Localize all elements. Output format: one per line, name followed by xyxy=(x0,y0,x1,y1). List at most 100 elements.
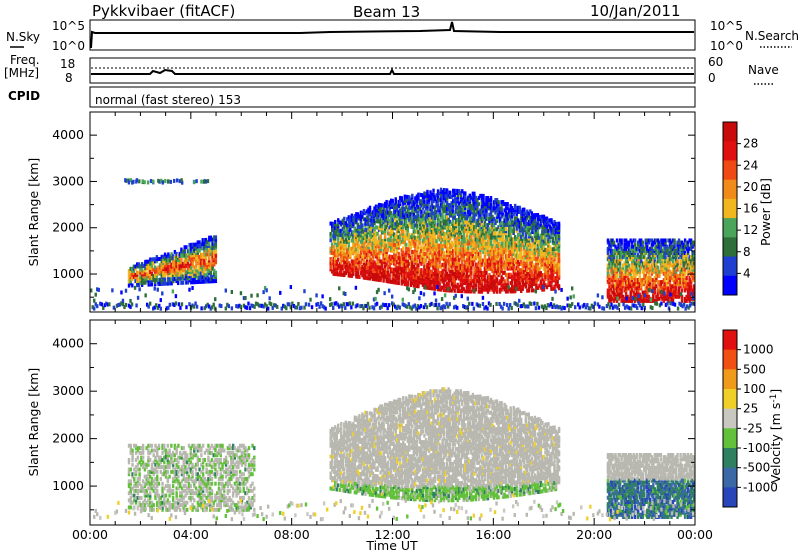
power-cell xyxy=(535,213,538,218)
power-cell xyxy=(462,278,465,283)
power-cell xyxy=(514,270,517,275)
power-cell xyxy=(497,241,500,246)
power-cell xyxy=(644,280,647,285)
power-cell xyxy=(550,220,553,225)
power-cell xyxy=(615,290,619,295)
power-cell xyxy=(643,298,646,303)
power-cell xyxy=(477,212,481,217)
power-cell xyxy=(420,276,423,281)
power-cell xyxy=(492,206,496,211)
power-cell xyxy=(504,241,508,246)
power-cell xyxy=(377,277,381,282)
power-cell xyxy=(554,226,558,231)
power-cell xyxy=(409,197,413,202)
power-cell xyxy=(458,216,461,221)
power-cell xyxy=(535,286,538,291)
power-cell xyxy=(633,267,637,272)
power-cell xyxy=(626,278,629,283)
power-cell xyxy=(423,264,426,269)
power-cell xyxy=(365,234,369,239)
power-cell xyxy=(623,238,626,243)
power-cell xyxy=(467,197,470,202)
power-cell xyxy=(136,283,139,288)
power-cell xyxy=(374,262,378,267)
power-cell xyxy=(453,201,456,206)
power-cell xyxy=(402,265,405,270)
power-cell xyxy=(206,239,209,244)
power-cell xyxy=(147,280,150,285)
power-cell xyxy=(214,245,218,250)
power-cell xyxy=(471,243,475,248)
power-cell xyxy=(394,255,397,260)
power-cell xyxy=(352,240,355,245)
power-cell xyxy=(353,255,357,260)
power-cell xyxy=(402,258,405,263)
power-cell xyxy=(393,261,396,266)
power-cell xyxy=(432,213,435,218)
power-cell xyxy=(468,233,472,238)
power-cell xyxy=(356,226,360,231)
power-cell xyxy=(388,237,391,242)
power-cell xyxy=(485,208,488,213)
power-cell xyxy=(415,219,419,224)
power-cell xyxy=(509,237,512,242)
power-cell xyxy=(352,265,355,270)
power-cell xyxy=(551,268,555,273)
power-cell xyxy=(500,208,503,213)
power-cell xyxy=(544,252,547,257)
power-cell xyxy=(542,254,546,259)
power-cell xyxy=(196,240,200,245)
power-cell xyxy=(426,269,429,274)
power-cell xyxy=(386,271,390,276)
power-cell xyxy=(614,269,617,274)
power-cell xyxy=(458,268,461,273)
power-cell xyxy=(370,241,373,246)
power-cell xyxy=(426,227,429,232)
power-cell xyxy=(343,239,346,244)
power-cell xyxy=(352,215,355,220)
power-cell xyxy=(459,243,462,248)
power-cell xyxy=(609,248,613,253)
power-cell xyxy=(618,282,622,287)
power-cell xyxy=(527,265,531,270)
power-cell xyxy=(524,265,527,270)
power-cell xyxy=(521,255,524,260)
power-cell xyxy=(468,222,472,227)
power-cell xyxy=(545,224,549,229)
power-cell xyxy=(439,287,443,292)
power-cell xyxy=(608,288,611,293)
power-cell xyxy=(480,206,484,211)
power-cell xyxy=(509,272,512,277)
power-cell xyxy=(611,267,614,272)
power-cell xyxy=(393,238,396,243)
power-cell xyxy=(510,247,514,252)
power-cell xyxy=(178,258,182,263)
power-cell xyxy=(201,265,204,270)
power-cell xyxy=(503,241,506,246)
power-cell xyxy=(136,274,139,279)
power-cell xyxy=(512,251,515,256)
power-cell xyxy=(172,270,175,275)
power-cell xyxy=(377,259,381,264)
power-cell xyxy=(612,278,616,283)
power-cell xyxy=(649,253,652,258)
power-cell xyxy=(462,274,465,279)
power-cell xyxy=(492,250,496,255)
power-cell xyxy=(461,249,464,254)
power-cell xyxy=(423,278,426,283)
power-cell xyxy=(373,241,376,246)
power-cell xyxy=(498,218,502,223)
power-cell xyxy=(420,193,423,198)
power-cell xyxy=(423,191,426,196)
power-cell xyxy=(412,235,416,240)
power-cell xyxy=(617,246,620,251)
power-cell xyxy=(329,248,332,253)
power-cell xyxy=(185,259,188,264)
power-cell xyxy=(430,236,434,241)
power-cell xyxy=(512,285,515,290)
power-cell xyxy=(397,266,400,271)
power-cell xyxy=(433,197,437,202)
power-cell xyxy=(448,255,452,260)
power-cell xyxy=(468,197,472,202)
power-cell xyxy=(495,264,499,269)
